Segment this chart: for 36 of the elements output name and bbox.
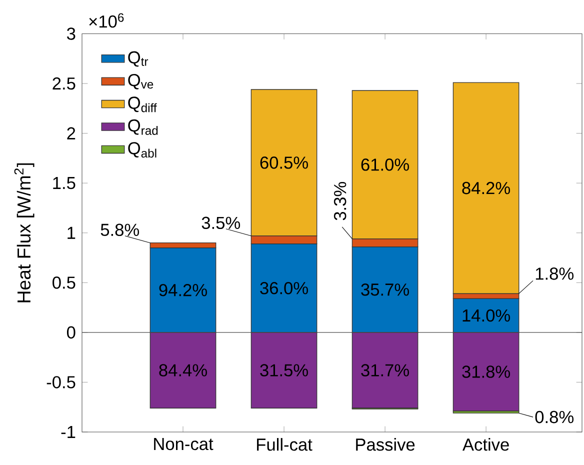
y-tick-label: 1 (68, 226, 76, 239)
annotation: 36.0% (260, 282, 308, 294)
annotation: 3.5% (202, 216, 240, 230)
y-tick-label: -1 (61, 426, 76, 438)
y-tick-label: -0.5 (46, 376, 76, 388)
annotation: 84.2% (462, 182, 510, 194)
annotation: 3.3% (334, 182, 346, 220)
y-tick-label: 1.5 (53, 177, 76, 190)
legend-label: Q$_{ve}$ (128, 74, 154, 90)
x-tick-label: Non-cat (154, 438, 214, 450)
y-axis-title: Heat Flux [W/m$^{2}$] (14, 163, 34, 302)
annotation: 0.8% (535, 410, 574, 424)
y-tick-label: 2.5 (52, 77, 76, 90)
legend-label: Q$_{abl}$ (128, 142, 156, 158)
annotation: 35.7% (361, 283, 409, 296)
x-tick-label: Passive (356, 438, 415, 451)
annotation: 31.7% (361, 364, 409, 376)
annotation: 31.5% (260, 364, 308, 376)
x-tick-label: Full-cat (257, 438, 312, 451)
y-tick-label: 3 (66, 28, 76, 40)
y-tick-label: 0 (66, 326, 76, 339)
annotation: 84.4% (159, 364, 207, 376)
legend-label: Q$_{diff}$ (128, 96, 157, 112)
y-tick-label: 2 (67, 127, 76, 140)
text: ×10$^{6}$ (89, 13, 124, 28)
annotation: 14.0% (462, 309, 510, 322)
annotation: 31.8% (462, 366, 510, 378)
legend-label: Q$_{tr}$ (128, 51, 148, 67)
annotation: 60.5% (260, 156, 308, 169)
annotation: 94.2% (159, 284, 207, 296)
annotation: 1.8% (536, 268, 574, 280)
annotation: 5.8% (100, 224, 140, 236)
legend-label: Q$_{rad}$ (128, 119, 158, 135)
annotation: 61.0% (361, 158, 409, 171)
y-tick-label: 0.5 (52, 276, 76, 289)
x-tick-label: Active (462, 438, 509, 451)
